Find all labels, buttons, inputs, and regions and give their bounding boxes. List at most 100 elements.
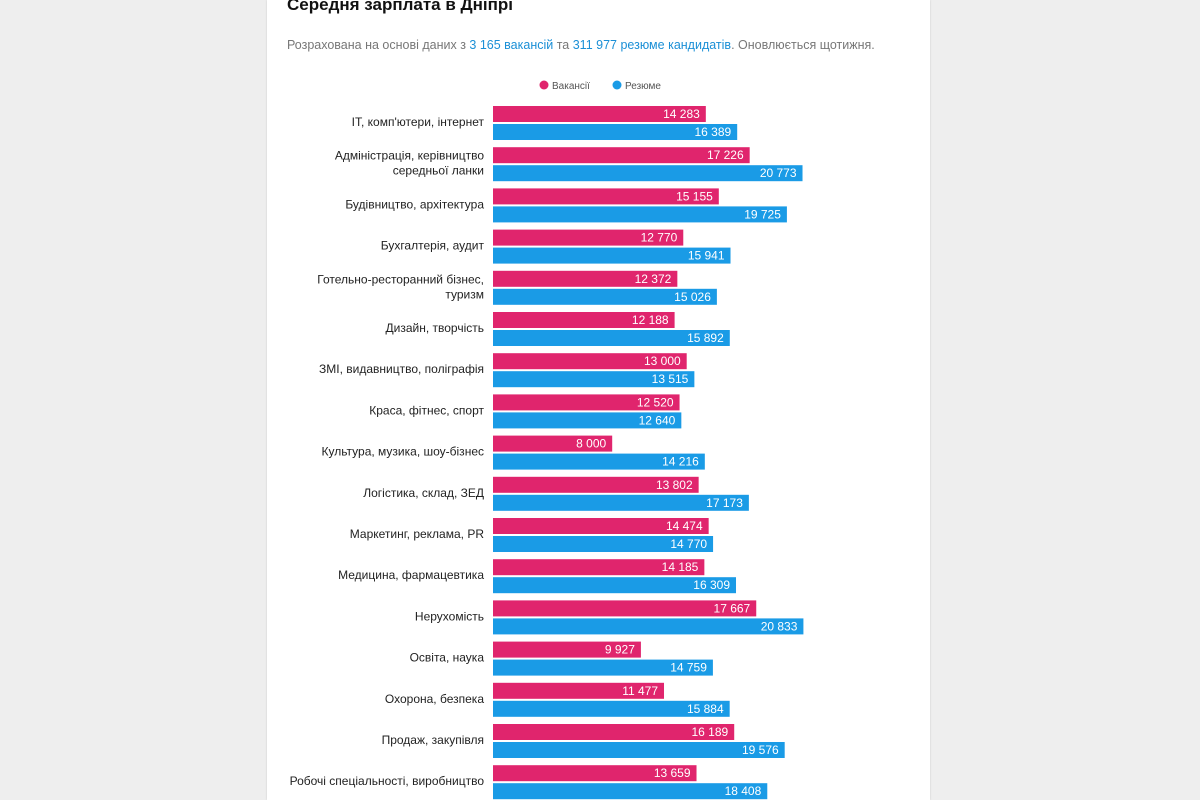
chart-row: Робочі спеціальності, виробництво 13 659 1… — [290, 765, 768, 800]
vacancy-bar — [493, 312, 675, 328]
bar-value-label: 16 309 — [693, 578, 730, 592]
legend-marker — [539, 80, 549, 90]
chart-row: Логістика, склад, ЗЕД 13 802 17 173 — [363, 476, 749, 511]
resume-bar — [493, 742, 785, 758]
subtitle-prefix: Розрахована на основі даних з — [287, 38, 470, 52]
vacancies-link[interactable]: 3 165 вакансій — [469, 38, 554, 52]
resume-bar — [493, 330, 730, 346]
vacancy-bar — [493, 641, 641, 658]
bar-value-label: 12 520 — [637, 395, 674, 409]
vacancy-bar — [493, 394, 680, 411]
bar-value-label: 20 833 — [761, 619, 798, 633]
bar-value-label: 19 725 — [744, 207, 781, 221]
category-label: Освіта, наука — [410, 651, 485, 665]
bar-value-label: 16 389 — [694, 125, 731, 139]
vacancy-bar — [493, 270, 678, 287]
resume-bar — [493, 453, 705, 470]
subtitle-middle: та — [553, 38, 573, 52]
bar-value-label: 15 026 — [674, 290, 711, 304]
resumes-link[interactable]: 311 977 резюме кандидатів — [572, 38, 732, 52]
bar-value-label: 12 188 — [632, 313, 669, 327]
category-label: Нерухомість — [415, 609, 484, 623]
chart-row: Маркетинг, реклама, PR 14 474 14 770 — [350, 518, 714, 552]
category-label: Продаж, закупівля — [382, 733, 484, 747]
legend-label: Резюме — [625, 81, 661, 92]
legend-marker — [612, 80, 622, 90]
category-label: Культура, музика, шоу-бізнес — [321, 445, 484, 459]
category-label: Краса, фітнес, спорт — [369, 403, 484, 417]
chart-row: Освіта, наука 9 927 14 759 — [410, 641, 713, 676]
resume-bar — [493, 700, 730, 717]
bar-value-label: 20 773 — [760, 166, 797, 180]
resume-bar — [493, 288, 717, 305]
bar-value-label: 12 640 — [639, 413, 676, 427]
category-label: Маркетинг, реклама, PR — [350, 527, 485, 541]
vacancy-bar — [493, 147, 750, 164]
vacancy-bar — [493, 353, 687, 370]
chart-row: Продаж, закупівля 16 189 19 576 — [382, 724, 785, 758]
category-label: Адміністрація, керівництво — [335, 149, 484, 163]
resume-bar — [493, 577, 737, 594]
chart-row: Дизайн, творчість 12 188 15 892 — [386, 312, 730, 346]
vacancy-bar — [493, 229, 684, 246]
bar-value-label: 18 408 — [725, 784, 762, 798]
bar-value-label: 17 173 — [706, 496, 743, 510]
legend-label: Вакансії — [552, 81, 590, 92]
resume-bar — [493, 124, 738, 140]
resume-bar — [493, 783, 768, 800]
bar-value-label: 15 892 — [687, 331, 724, 345]
bar-value-label: 9 927 — [605, 643, 635, 657]
resume-bar — [493, 412, 682, 429]
bar-value-label: 17 667 — [714, 601, 751, 615]
bar-value-label: 14 283 — [663, 107, 700, 121]
resume-bar — [493, 494, 749, 511]
resume-bar — [493, 371, 695, 388]
category-label: Готельно-ресторанний бізнес, — [317, 272, 484, 286]
vacancy-bar — [493, 682, 665, 699]
bar-value-label: 14 770 — [670, 537, 707, 551]
category-label: Дизайн, творчість — [386, 321, 485, 335]
bar-value-label: 13 659 — [654, 766, 691, 780]
resume-bar — [493, 618, 804, 635]
bar-value-label: 11 477 — [622, 684, 658, 698]
resume-bar — [493, 536, 714, 552]
chart-row: Будівництво, архітектура 15 155 19 725 — [345, 188, 787, 223]
subtitle-suffix: . Оновлюється щотижня. — [731, 38, 875, 52]
chart-row: Краса, фітнес, спорт 12 520 12 640 — [369, 394, 682, 429]
legend-item-vacancies[interactable]: Вакансії — [539, 80, 591, 93]
category-label: Медицина, фармацевтика — [338, 568, 484, 582]
chart-subtitle: Розрахована на основі даних з 3 165 вака… — [287, 38, 875, 52]
category-label: Будівництво, архітектура — [345, 197, 484, 211]
category-label: Робочі спеціальності, виробництво — [290, 774, 485, 788]
category-label: Бухгалтерія, аудит — [381, 239, 485, 253]
vacancy-bar — [493, 600, 757, 617]
category-label: IT, комп'ютери, інтернет — [352, 115, 485, 129]
chart-row: Нерухомість 17 667 20 833 — [415, 600, 804, 635]
chart-row: Бухгалтерія, аудит 12 770 15 941 — [381, 229, 731, 264]
resume-bar — [493, 206, 787, 223]
bar-value-label: 12 372 — [635, 272, 672, 286]
bar-value-label: 12 770 — [641, 231, 678, 245]
category-label: Логістика, склад, ЗЕД — [363, 486, 484, 500]
chart-row: Охорона, безпека 11 477 15 884 — [385, 682, 730, 717]
bar-value-label: 13 802 — [656, 478, 693, 492]
vacancy-bar — [493, 518, 709, 534]
bar-value-label: 15 155 — [676, 189, 713, 203]
chart-row: Культура, музика, шоу-бізнес 8 000 14 216 — [321, 435, 705, 470]
vacancy-bar — [493, 724, 735, 740]
bar-value-label: 19 576 — [742, 743, 779, 757]
bar-value-label: 13 515 — [652, 372, 689, 386]
vacancy-bar — [493, 106, 706, 122]
resume-bar — [493, 165, 803, 182]
bar-value-label: 17 226 — [707, 148, 744, 162]
chart-legend: Вакансії Резюме — [539, 80, 662, 93]
chart-row: IT, комп'ютери, інтернет 14 283 16 389 — [352, 106, 738, 140]
chart-row: Медицина, фармацевтика 14 185 16 309 — [338, 559, 737, 594]
legend-item-resumes[interactable]: Резюме — [612, 80, 662, 93]
chart-row: Готельно-ресторанний бізнес,туризм 12 372… — [317, 270, 717, 305]
chart-card: Середня зарплата в Дніпрі Розрахована на… — [267, 0, 930, 800]
bar-value-label: 8 000 — [576, 437, 606, 451]
vacancy-bar — [493, 765, 697, 782]
page-title: Середня зарплата в Дніпрі — [287, 0, 514, 14]
